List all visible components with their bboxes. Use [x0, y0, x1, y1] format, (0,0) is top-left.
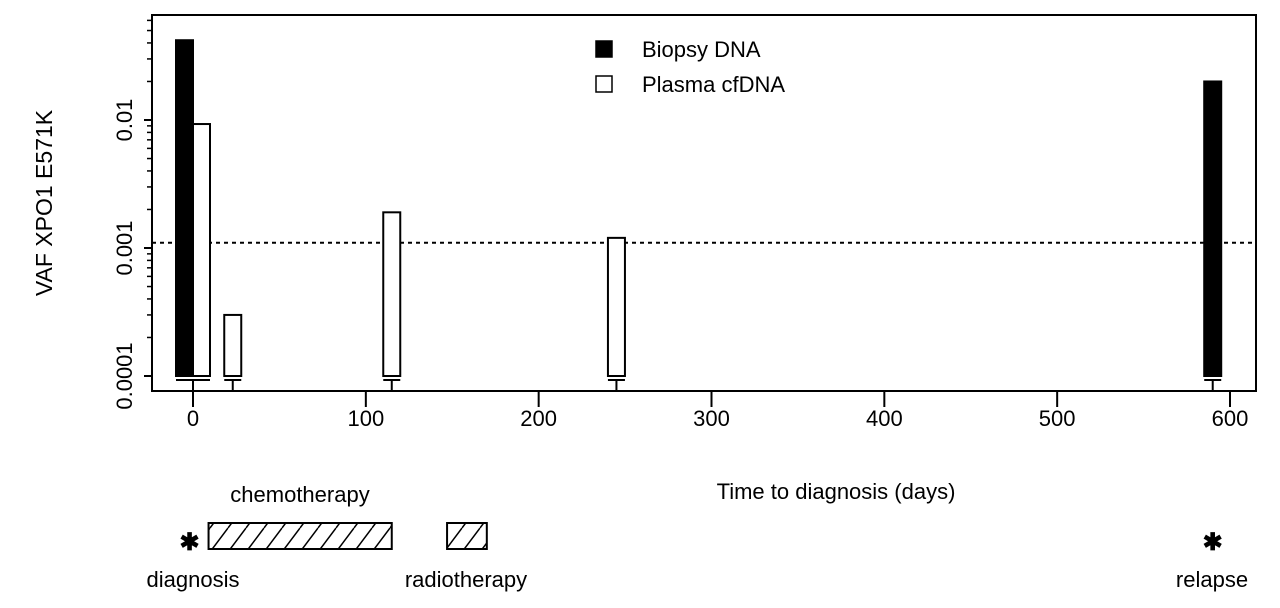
x-tick-label: 600: [1212, 406, 1249, 431]
timeline-label-radiotherapy: radiotherapy: [405, 567, 527, 592]
bar-plasma: [606, 236, 626, 377]
y-axis-label: VAF XPO1 E571K: [31, 109, 57, 296]
bar-plasma: [382, 211, 402, 377]
asterisk-icon: ✱: [179, 529, 199, 556]
bar-plasma: [192, 123, 211, 377]
asterisk-icon: ✱: [1203, 529, 1223, 556]
x-axis-label: Time to diagnosis (days): [717, 479, 956, 504]
y-tick-label: 0.001: [112, 220, 137, 275]
period-radiotherapy: [446, 522, 488, 550]
x-tick-label: 400: [866, 406, 903, 431]
bar-plasma: [223, 313, 243, 377]
y-tick-label: 0.0001: [112, 342, 137, 409]
x-tick-label: 0: [187, 406, 199, 431]
legend-label-biopsy: Biopsy DNA: [642, 37, 761, 62]
bar-biopsy: [175, 39, 194, 377]
y-tick-label: 0.01: [112, 99, 137, 142]
x-tick-label: 200: [520, 406, 557, 431]
legend-label-plasma: Plasma cfDNA: [642, 72, 785, 97]
timeline-label-relapse: relapse: [1176, 567, 1248, 592]
x-tick-label: 300: [693, 406, 730, 431]
timeline-label-chemotherapy: chemotherapy: [230, 482, 369, 507]
period-chemotherapy: [207, 522, 393, 550]
timeline-label-diagnosis: diagnosis: [147, 567, 240, 592]
legend-swatch-plasma: [595, 75, 613, 93]
plot-frame: [151, 14, 1257, 392]
x-tick-label: 500: [1039, 406, 1076, 431]
x-tick-label: 100: [347, 406, 384, 431]
legend: Biopsy DNA Plasma cfDNA: [595, 37, 785, 97]
bar-biopsy: [1203, 80, 1223, 377]
legend-swatch-biopsy: [595, 40, 613, 58]
